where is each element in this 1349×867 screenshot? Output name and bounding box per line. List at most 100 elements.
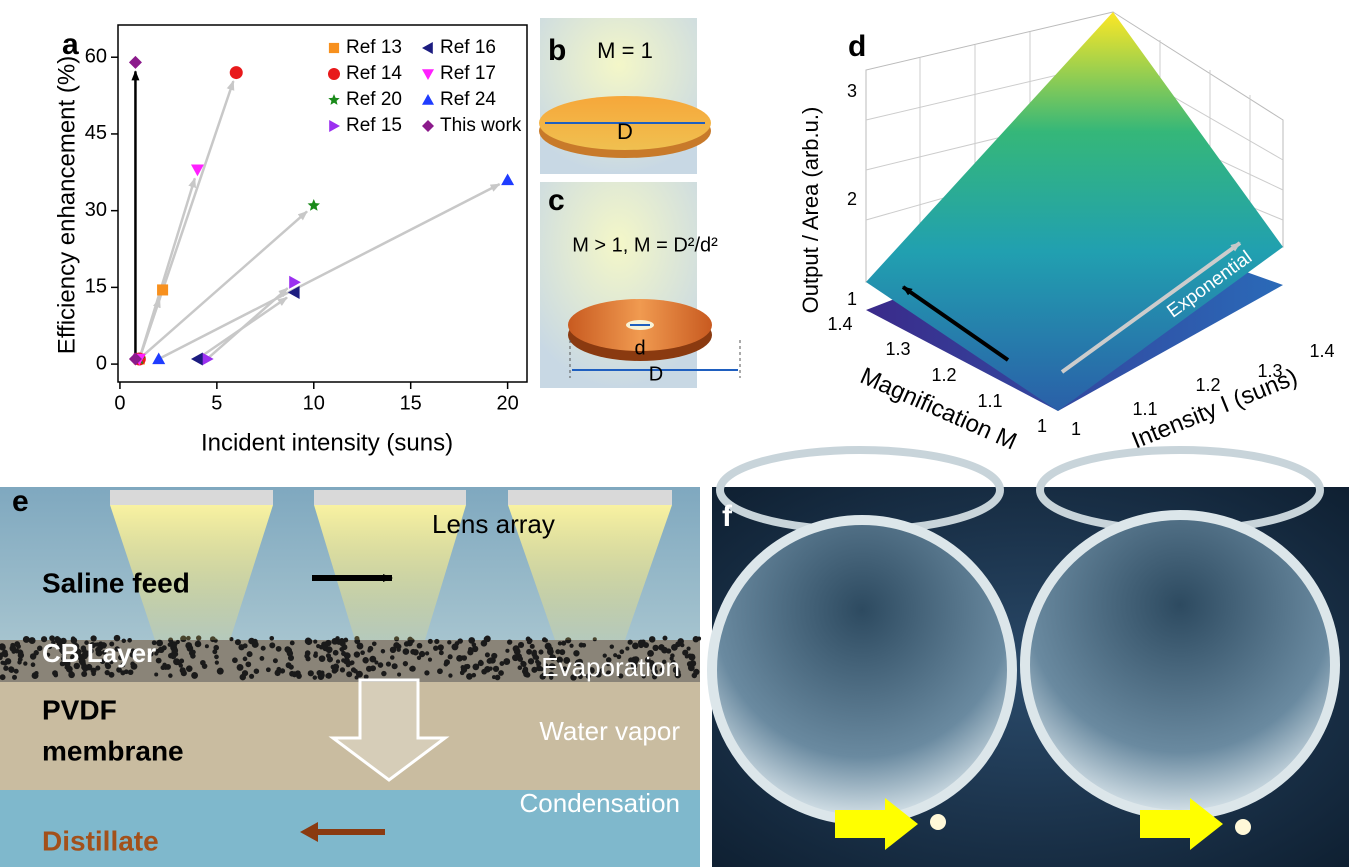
particle: [493, 666, 499, 672]
particle: [266, 667, 271, 672]
particle: [685, 654, 689, 658]
label: Distillate: [42, 825, 159, 856]
particle: [632, 642, 639, 649]
particle: [404, 641, 409, 646]
particle: [346, 663, 351, 668]
panel-label: e: [12, 485, 29, 518]
particle: [686, 647, 690, 651]
particle: [448, 654, 453, 659]
focus: [930, 814, 946, 830]
panel-d: d Output / Area (arb.u.) 1 2 3 1 1.1 1.2…: [798, 12, 1335, 455]
marker: [308, 199, 320, 211]
particle: [156, 640, 163, 647]
marker: [152, 352, 165, 364]
particle: [261, 646, 266, 651]
tick-label: 1.1: [977, 391, 1002, 411]
x-tick-label: 0: [114, 392, 125, 414]
particle: [8, 667, 14, 673]
legend-marker: [329, 43, 339, 53]
x-tick-label: 10: [303, 392, 325, 414]
particle: [355, 675, 359, 679]
particle: [276, 667, 281, 672]
particle: [350, 660, 355, 665]
label: Lens array: [432, 509, 555, 539]
legend-label: Ref 20: [346, 89, 402, 110]
particle: [448, 673, 452, 677]
particle: [170, 652, 175, 657]
particle: [503, 658, 510, 665]
particle: [409, 666, 414, 671]
particle: [306, 656, 311, 661]
lens: [110, 490, 273, 505]
particle: [652, 645, 658, 651]
particle: [179, 663, 183, 667]
y-tick-label: 60: [85, 46, 107, 68]
particle: [308, 670, 314, 676]
y-tick-label: 15: [85, 276, 107, 298]
particle: [12, 675, 17, 680]
marker: [157, 284, 168, 295]
particle: [18, 650, 24, 656]
particle: [242, 670, 248, 676]
particle: [569, 644, 573, 648]
arrow: [159, 184, 500, 359]
particle: [191, 672, 198, 679]
particle: [14, 669, 19, 674]
particle: [374, 660, 378, 664]
marker: [501, 173, 514, 185]
particle: [530, 644, 535, 649]
dimension-label: d: [634, 337, 645, 359]
particle: [353, 669, 357, 673]
z-axis-label: Output / Area (arb.u.): [798, 107, 823, 314]
panel-label: d: [848, 30, 866, 63]
particle: [434, 639, 439, 644]
particle: [17, 660, 21, 664]
particle: [625, 647, 629, 651]
particle: [433, 646, 438, 651]
panel-b: b M = 1 D: [539, 18, 711, 174]
particle: [176, 640, 180, 644]
legend-label: Ref 13: [346, 37, 402, 58]
lens: [1025, 515, 1335, 815]
legend-marker: [422, 120, 434, 132]
particle: [368, 646, 373, 651]
particle: [341, 651, 346, 656]
particle: [639, 643, 644, 648]
particle: [527, 639, 532, 644]
particle: [53, 673, 58, 678]
particle: [186, 665, 193, 672]
particle: [393, 642, 400, 649]
particle: [444, 659, 450, 665]
particle: [484, 636, 489, 641]
particle: [165, 664, 171, 670]
particle: [314, 651, 318, 655]
legend-label: This work: [440, 115, 522, 136]
particle: [495, 675, 501, 681]
particle: [316, 644, 320, 648]
particle: [346, 671, 352, 677]
dimension-label: D: [649, 363, 663, 385]
particle: [168, 642, 172, 646]
legend-label: Ref 17: [440, 63, 496, 84]
legend-marker: [422, 69, 434, 80]
x-tick-label: 15: [400, 392, 422, 414]
label: membrane: [42, 735, 184, 766]
particle: [403, 661, 408, 666]
particle: [181, 670, 187, 676]
marker: [191, 352, 203, 365]
particle: [81, 671, 87, 677]
legend-marker: [422, 94, 434, 105]
particle: [326, 646, 333, 653]
particle: [340, 667, 345, 672]
particle: [249, 674, 254, 679]
particle: [319, 655, 326, 662]
particle: [507, 639, 512, 644]
particle: [533, 654, 539, 660]
particle: [247, 651, 253, 657]
tick-label: 1: [847, 289, 857, 309]
particle: [437, 668, 443, 674]
particle: [313, 640, 317, 644]
tick-label: 1.2: [1195, 375, 1220, 395]
y-tick-label: 0: [96, 352, 107, 374]
panel-a: a Incident intensity (suns) Efficiency e…: [53, 25, 527, 456]
